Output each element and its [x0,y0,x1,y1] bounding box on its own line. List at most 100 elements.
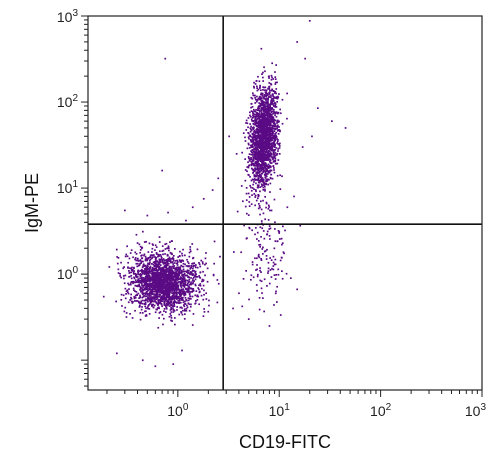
cd19-neg-event [132,281,135,283]
cd19-pos-event [247,136,250,139]
cd19-neg-event [166,287,168,289]
sparse-event [278,231,281,233]
cd19-pos-event [267,156,270,158]
cd19-neg-event [159,294,162,296]
cd19-pos-event [265,126,267,128]
sparse-event [273,263,276,266]
cd19-pos-event [270,89,273,92]
cd19-pos-event [268,112,271,115]
cd19-neg-event [180,306,182,309]
cd19-pos-event [263,155,265,158]
cd19-pos-event [278,153,281,155]
cd19-pos-event [256,87,258,89]
cd19-neg-event [155,308,158,311]
cd19-pos-event [263,138,265,140]
cd19-neg-event [152,306,155,309]
cd19-pos-event [264,153,267,156]
cd19-pos-event [260,96,262,99]
cd19-neg-event [174,281,177,283]
cd19-pos-tail-event [256,238,258,240]
cd19-neg-event [143,273,146,275]
cd19-pos-event [257,181,260,184]
cd19-pos-event [274,125,277,128]
cd19-pos-event [251,178,254,181]
cd19-pos-event [263,184,265,187]
cd19-pos-event [263,96,265,98]
cd19-neg-event [159,259,162,261]
cd19-neg-event [148,298,150,301]
cd19-neg-event [140,270,143,272]
cd19-neg-event [173,267,175,270]
cd19-neg-event [185,307,188,310]
cd19-pos-tail-event [272,268,275,271]
cd19-neg-event [164,266,166,268]
cd19-neg-event [178,291,181,294]
cd19-neg-event [156,270,159,273]
cd19-pos-event [258,95,261,98]
cd19-neg-event [139,249,142,251]
cd19-neg-event [182,299,184,301]
cd19-pos-event [271,98,273,100]
sparse-event [317,107,319,109]
cd19-neg-event [201,261,204,263]
cd19-pos-tail-event [263,310,265,313]
cd19-pos-event [272,124,274,127]
cd19-neg-event [184,281,187,284]
cd19-neg-event [217,282,220,285]
cd19-pos-event [266,109,268,111]
cd19-pos-event [266,122,269,125]
cd19-neg-event [163,274,166,276]
cd19-pos-event [254,136,256,139]
cd19-pos-tail-event [256,264,258,266]
cd19-pos-event [258,105,261,108]
cd19-neg-event [168,299,170,302]
cd19-pos-event [251,106,254,108]
cd19-pos-event [269,112,272,115]
cd19-pos-event [263,134,266,136]
cd19-neg-event [124,306,127,309]
cd19-pos-event [251,146,254,148]
cd19-pos-event [262,148,265,151]
cd19-pos-event [269,121,272,123]
cd19-neg-event [133,276,135,279]
cd19-pos-event [252,136,255,138]
cd19-pos-event [264,124,267,126]
cd19-neg-event [160,281,163,283]
cd19-neg-event [138,280,140,283]
cd19-neg-event [158,267,161,269]
cd19-pos-event [260,119,263,122]
cd19-pos-event [251,187,254,189]
cd19-neg-event [147,304,150,307]
cd19-neg-event [188,303,191,306]
cd19-neg-event [135,280,138,283]
cd19-neg-event [175,271,178,274]
cd19-pos-event [253,81,255,84]
cd19-neg-event [153,280,155,283]
cd19-neg-event [115,300,117,303]
cd19-neg-event [168,284,170,286]
cd19-pos-event [268,114,270,117]
cd19-pos-event [256,184,259,187]
cd19-neg-event [171,282,173,284]
cd19-pos-event [255,163,258,165]
cd19-neg-event [142,265,145,267]
sparse-event [154,365,157,368]
cd19-neg-event [171,298,174,301]
cd19-neg-event [184,300,186,303]
cd19-pos-event [260,200,262,203]
cd19-pos-event [258,168,260,170]
cd19-neg-event [141,312,144,314]
cd19-pos-event [256,178,258,181]
cd19-neg-event [185,271,188,273]
cd19-neg-event [124,297,127,300]
cd19-pos-event [277,121,280,123]
cd19-pos-event [260,116,263,119]
cd19-pos-tail-event [250,278,252,281]
cd19-neg-event [157,255,159,258]
cd19-neg-event [162,323,164,326]
cd19-pos-event [254,179,257,181]
cd19-pos-event [270,117,272,120]
cd19-neg-event [127,261,129,264]
cd19-neg-event [187,297,190,299]
cd19-neg-event [159,311,162,313]
